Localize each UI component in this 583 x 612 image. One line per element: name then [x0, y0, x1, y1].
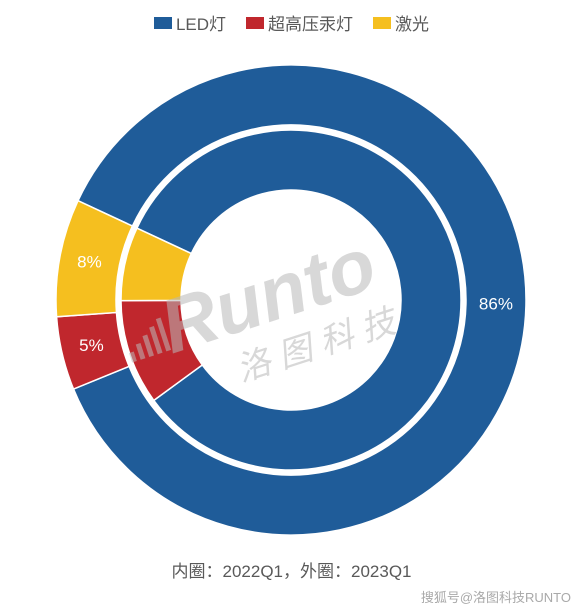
legend: LED灯 超高压汞灯 激光: [0, 10, 583, 35]
slice-label: 5%: [79, 336, 104, 355]
legend-label: 激光: [395, 15, 429, 34]
legend-swatch: [154, 17, 172, 29]
legend-swatch: [246, 17, 264, 29]
legend-item: 激光: [373, 10, 429, 35]
slice-label: 8%: [77, 252, 102, 271]
slice-label: 86%: [479, 294, 513, 313]
legend-swatch: [373, 17, 391, 29]
donut-chart: 86%5%8%Runto洛 图 科 技: [0, 45, 583, 555]
credit: 搜狐号@洛图科技RUNTO: [421, 587, 571, 606]
caption: 内圈：2022Q1，外圈：2023Q1: [0, 557, 583, 582]
legend-item: LED灯: [154, 10, 226, 35]
legend-item: 超高压汞灯: [246, 10, 353, 35]
legend-label: 超高压汞灯: [268, 15, 353, 34]
legend-label: LED灯: [176, 15, 226, 34]
